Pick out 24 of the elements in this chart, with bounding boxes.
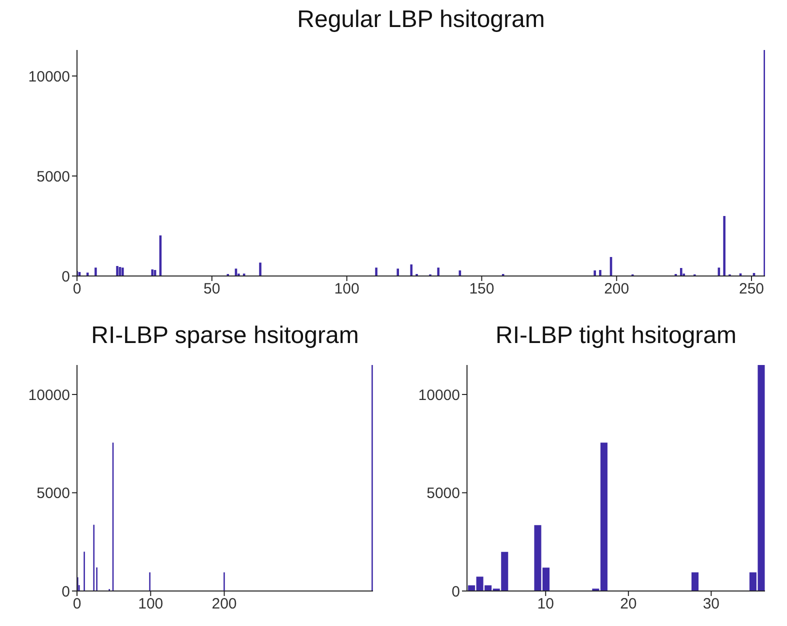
- y-tick-label: 0: [452, 583, 460, 600]
- chart-title: RI-LBP sparse hsitogram: [90, 322, 360, 350]
- x-tick-label: 100: [138, 596, 164, 613]
- y-tick-label: 5000: [426, 485, 460, 502]
- x-tick-label: 0: [72, 596, 82, 613]
- x-tick-label: 10: [537, 596, 554, 613]
- x-tick-label: 250: [738, 280, 764, 298]
- x-tick-label: 200: [604, 280, 630, 298]
- y-tick-label: 5000: [36, 168, 70, 186]
- y-tick-label: 10000: [418, 386, 460, 404]
- chart-title: RI-LBP tight hsitogram: [494, 322, 738, 350]
- x-tick-label: 100: [334, 280, 360, 298]
- x-tick-label: 50: [204, 280, 220, 298]
- x-tick-label: 20: [620, 596, 637, 613]
- y-tick-label: 10000: [28, 68, 70, 86]
- x-tick-label: 30: [702, 596, 720, 613]
- y-tick-label: 5000: [36, 485, 70, 502]
- y-tick-label: 0: [62, 583, 70, 600]
- x-tick-label: 200: [212, 596, 237, 613]
- y-tick-label: 10000: [28, 386, 70, 404]
- x-tick-label: 0: [72, 280, 82, 298]
- y-tick-label: 0: [62, 268, 70, 286]
- chart-title: Regular LBP hsitogram: [296, 6, 546, 34]
- x-tick-label: 150: [469, 280, 494, 298]
